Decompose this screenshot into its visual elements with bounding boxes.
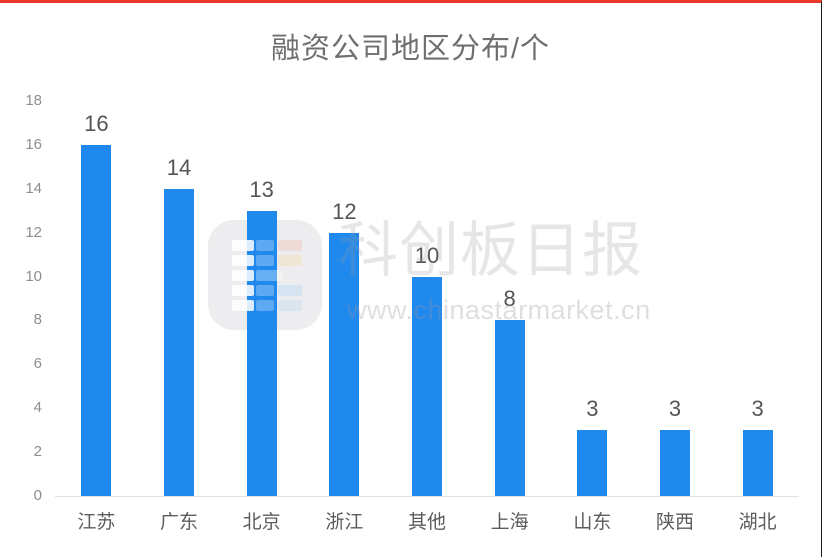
y-axis-tick-label: 10	[25, 267, 42, 285]
x-axis-label: 湖北	[738, 512, 777, 533]
y-axis-tick-label: 4	[33, 399, 42, 417]
bar-湖北	[742, 430, 773, 496]
x-axis-line	[55, 496, 799, 497]
y-axis-tick-label: 0	[33, 487, 42, 504]
x-axis-label: 陕西	[655, 512, 694, 533]
bar-其他	[412, 276, 442, 496]
y-axis: 0 2 4 6 8 10 12 14 16 18	[0, 92, 42, 504]
x-axis-label: 浙江	[325, 512, 364, 533]
bar-value-label: 14	[166, 154, 192, 180]
bar-北京	[246, 210, 277, 496]
x-axis-label: 北京	[242, 512, 281, 533]
bar-山东	[577, 430, 608, 496]
y-axis-tick-label: 8	[33, 311, 42, 329]
bar-value-label: 13	[249, 176, 274, 202]
bar-value-label: 12	[332, 198, 357, 224]
x-axis-label: 山东	[573, 512, 612, 533]
bar-value-label: 8	[503, 286, 516, 312]
bar-value-label: 16	[84, 110, 109, 136]
chart-title: 融资公司地区分布/个	[270, 33, 551, 65]
bar-value-label: 3	[586, 396, 599, 422]
y-axis-tick-label: 6	[33, 355, 42, 373]
x-axis-label: 广东	[159, 512, 198, 533]
x-axis-label: 江苏	[77, 512, 116, 533]
x-axis-label: 其他	[407, 512, 446, 533]
y-axis-tick-label: 2	[33, 443, 42, 461]
y-axis-tick-label: 14	[25, 179, 42, 197]
y-axis-tick-label: 16	[25, 135, 42, 153]
bar-浙江	[329, 232, 360, 496]
x-axis: 江苏 广东 北京 浙江 其他 上海 山东 陕西 湖北	[55, 508, 799, 538]
y-axis-tick-label: 18	[25, 92, 42, 109]
bar-广东	[164, 188, 194, 496]
bar-value-label: 3	[668, 396, 682, 422]
x-axis-label: 上海	[490, 512, 529, 533]
bar-上海	[494, 320, 525, 496]
bar-value-label: 3	[751, 396, 764, 422]
y-axis-tick-label: 12	[25, 223, 42, 241]
bar-value-label: 10	[414, 242, 440, 268]
bar-江苏	[81, 144, 112, 496]
plot-area: 16 14 13 12 10 8 3 3 3	[55, 101, 799, 497]
bar-陕西	[660, 430, 690, 496]
